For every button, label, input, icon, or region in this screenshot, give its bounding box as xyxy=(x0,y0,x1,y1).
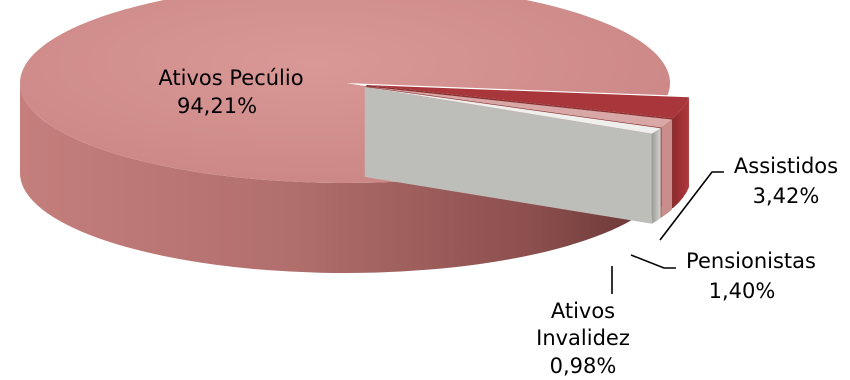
slice-top-assistidos xyxy=(366,85,689,119)
data-label-ativos-invalidez-value: 0,98% xyxy=(550,354,617,378)
data-label-assistidos-value: 3,42% xyxy=(753,184,820,208)
data-label-ativos-invalidez-name-line1: Ativos xyxy=(551,299,615,323)
slice-side-pensionistas xyxy=(661,119,673,218)
data-label-assistidos-name: Assistidos xyxy=(734,154,838,178)
leader-line-assistidos xyxy=(659,171,724,241)
data-label-pensionistas-value: 1,40% xyxy=(709,279,776,303)
slice-side-ativos-invalidez xyxy=(651,128,661,224)
slice-face-ativos-invalidez xyxy=(364,86,652,224)
data-label-ativos-peculio-name: Ativos Pecúlio xyxy=(158,66,303,90)
slice-top-ativos-invalidez xyxy=(364,86,661,134)
data-label-ativos-peculio-value: 94,21% xyxy=(177,94,257,118)
slice-side-assistidos xyxy=(673,97,689,209)
data-label-pensionistas-name: Pensionistas xyxy=(686,249,816,273)
slice-side-ativos-peculio xyxy=(20,83,633,273)
data-label-ativos-invalidez-name-line2: Invalidez xyxy=(536,326,630,350)
slice-top-pensionistas xyxy=(365,86,673,128)
leader-line-pensionistas xyxy=(630,254,676,269)
